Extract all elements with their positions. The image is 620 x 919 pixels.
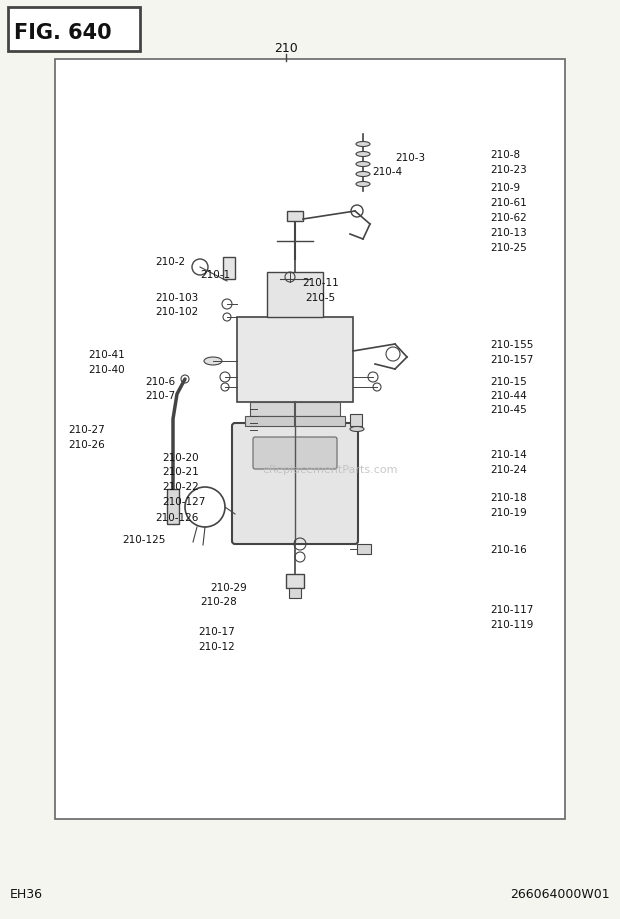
- FancyBboxPatch shape: [232, 424, 358, 544]
- Text: 210-127: 210-127: [162, 496, 205, 506]
- FancyBboxPatch shape: [253, 437, 337, 470]
- Bar: [223, 257, 235, 279]
- Text: 210-7: 210-7: [145, 391, 175, 401]
- Text: 210-11: 210-11: [302, 278, 339, 288]
- Bar: [357, 544, 371, 554]
- Text: 210: 210: [274, 41, 298, 54]
- Ellipse shape: [356, 153, 370, 157]
- Text: 210-117: 210-117: [490, 605, 533, 614]
- Bar: [55, 60, 565, 819]
- Text: 210-2: 210-2: [155, 256, 185, 267]
- Text: 210-125: 210-125: [122, 535, 166, 544]
- Ellipse shape: [356, 163, 370, 167]
- Bar: [286, 574, 304, 588]
- Text: 210-41: 210-41: [88, 349, 125, 359]
- Text: eReplacementParts.com: eReplacementParts.com: [262, 464, 398, 474]
- Text: 210-8: 210-8: [490, 150, 520, 160]
- Ellipse shape: [204, 357, 222, 366]
- Text: 210-13: 210-13: [490, 228, 527, 238]
- Text: 210-1: 210-1: [200, 269, 230, 279]
- Text: 210-45: 210-45: [490, 404, 527, 414]
- Text: 210-5: 210-5: [305, 292, 335, 302]
- Text: 210-102: 210-102: [155, 307, 198, 317]
- Bar: [8, 8, 140, 52]
- Text: 210-119: 210-119: [490, 619, 533, 630]
- Text: 210-22: 210-22: [162, 482, 199, 492]
- Text: 210-15: 210-15: [490, 377, 527, 387]
- Text: 210-16: 210-16: [490, 544, 527, 554]
- Bar: [250, 403, 340, 416]
- Text: 210-126: 210-126: [155, 513, 198, 522]
- Text: 210-62: 210-62: [490, 213, 527, 222]
- Ellipse shape: [356, 182, 370, 187]
- Text: 210-155: 210-155: [490, 340, 533, 349]
- Bar: [237, 318, 353, 403]
- Text: 210-44: 210-44: [490, 391, 527, 401]
- Text: 210-61: 210-61: [490, 198, 527, 208]
- Ellipse shape: [350, 427, 364, 432]
- Text: 210-27: 210-27: [68, 425, 105, 435]
- Ellipse shape: [356, 142, 370, 147]
- Text: 210-14: 210-14: [490, 449, 527, 460]
- Text: 210-3: 210-3: [395, 153, 425, 163]
- Text: 210-40: 210-40: [88, 365, 125, 375]
- Text: 210-4: 210-4: [372, 167, 402, 176]
- Text: 210-26: 210-26: [68, 439, 105, 449]
- Text: EH36: EH36: [10, 888, 43, 901]
- Text: 210-103: 210-103: [155, 292, 198, 302]
- Text: 266064000W01: 266064000W01: [510, 888, 610, 901]
- Text: 210-25: 210-25: [490, 243, 527, 253]
- Bar: [167, 490, 179, 525]
- Text: 210-9: 210-9: [490, 183, 520, 193]
- Text: 210-6: 210-6: [145, 377, 175, 387]
- Text: 210-28: 210-28: [200, 596, 237, 607]
- Text: 210-17: 210-17: [198, 627, 235, 636]
- Ellipse shape: [356, 173, 370, 177]
- Bar: [267, 273, 323, 318]
- Text: 210-20: 210-20: [162, 452, 198, 462]
- Text: 210-29: 210-29: [210, 583, 247, 593]
- Text: 210-24: 210-24: [490, 464, 527, 474]
- Text: 210-19: 210-19: [490, 507, 527, 517]
- Bar: [350, 414, 362, 426]
- Text: 210-23: 210-23: [490, 165, 527, 175]
- Text: FIG. 640: FIG. 640: [14, 23, 112, 43]
- Bar: [287, 211, 303, 221]
- Text: 210-21: 210-21: [162, 467, 199, 476]
- Bar: [289, 588, 301, 598]
- Bar: [245, 416, 345, 426]
- Text: 210-12: 210-12: [198, 641, 235, 652]
- Text: 210-157: 210-157: [490, 355, 533, 365]
- Text: 210-18: 210-18: [490, 493, 527, 503]
